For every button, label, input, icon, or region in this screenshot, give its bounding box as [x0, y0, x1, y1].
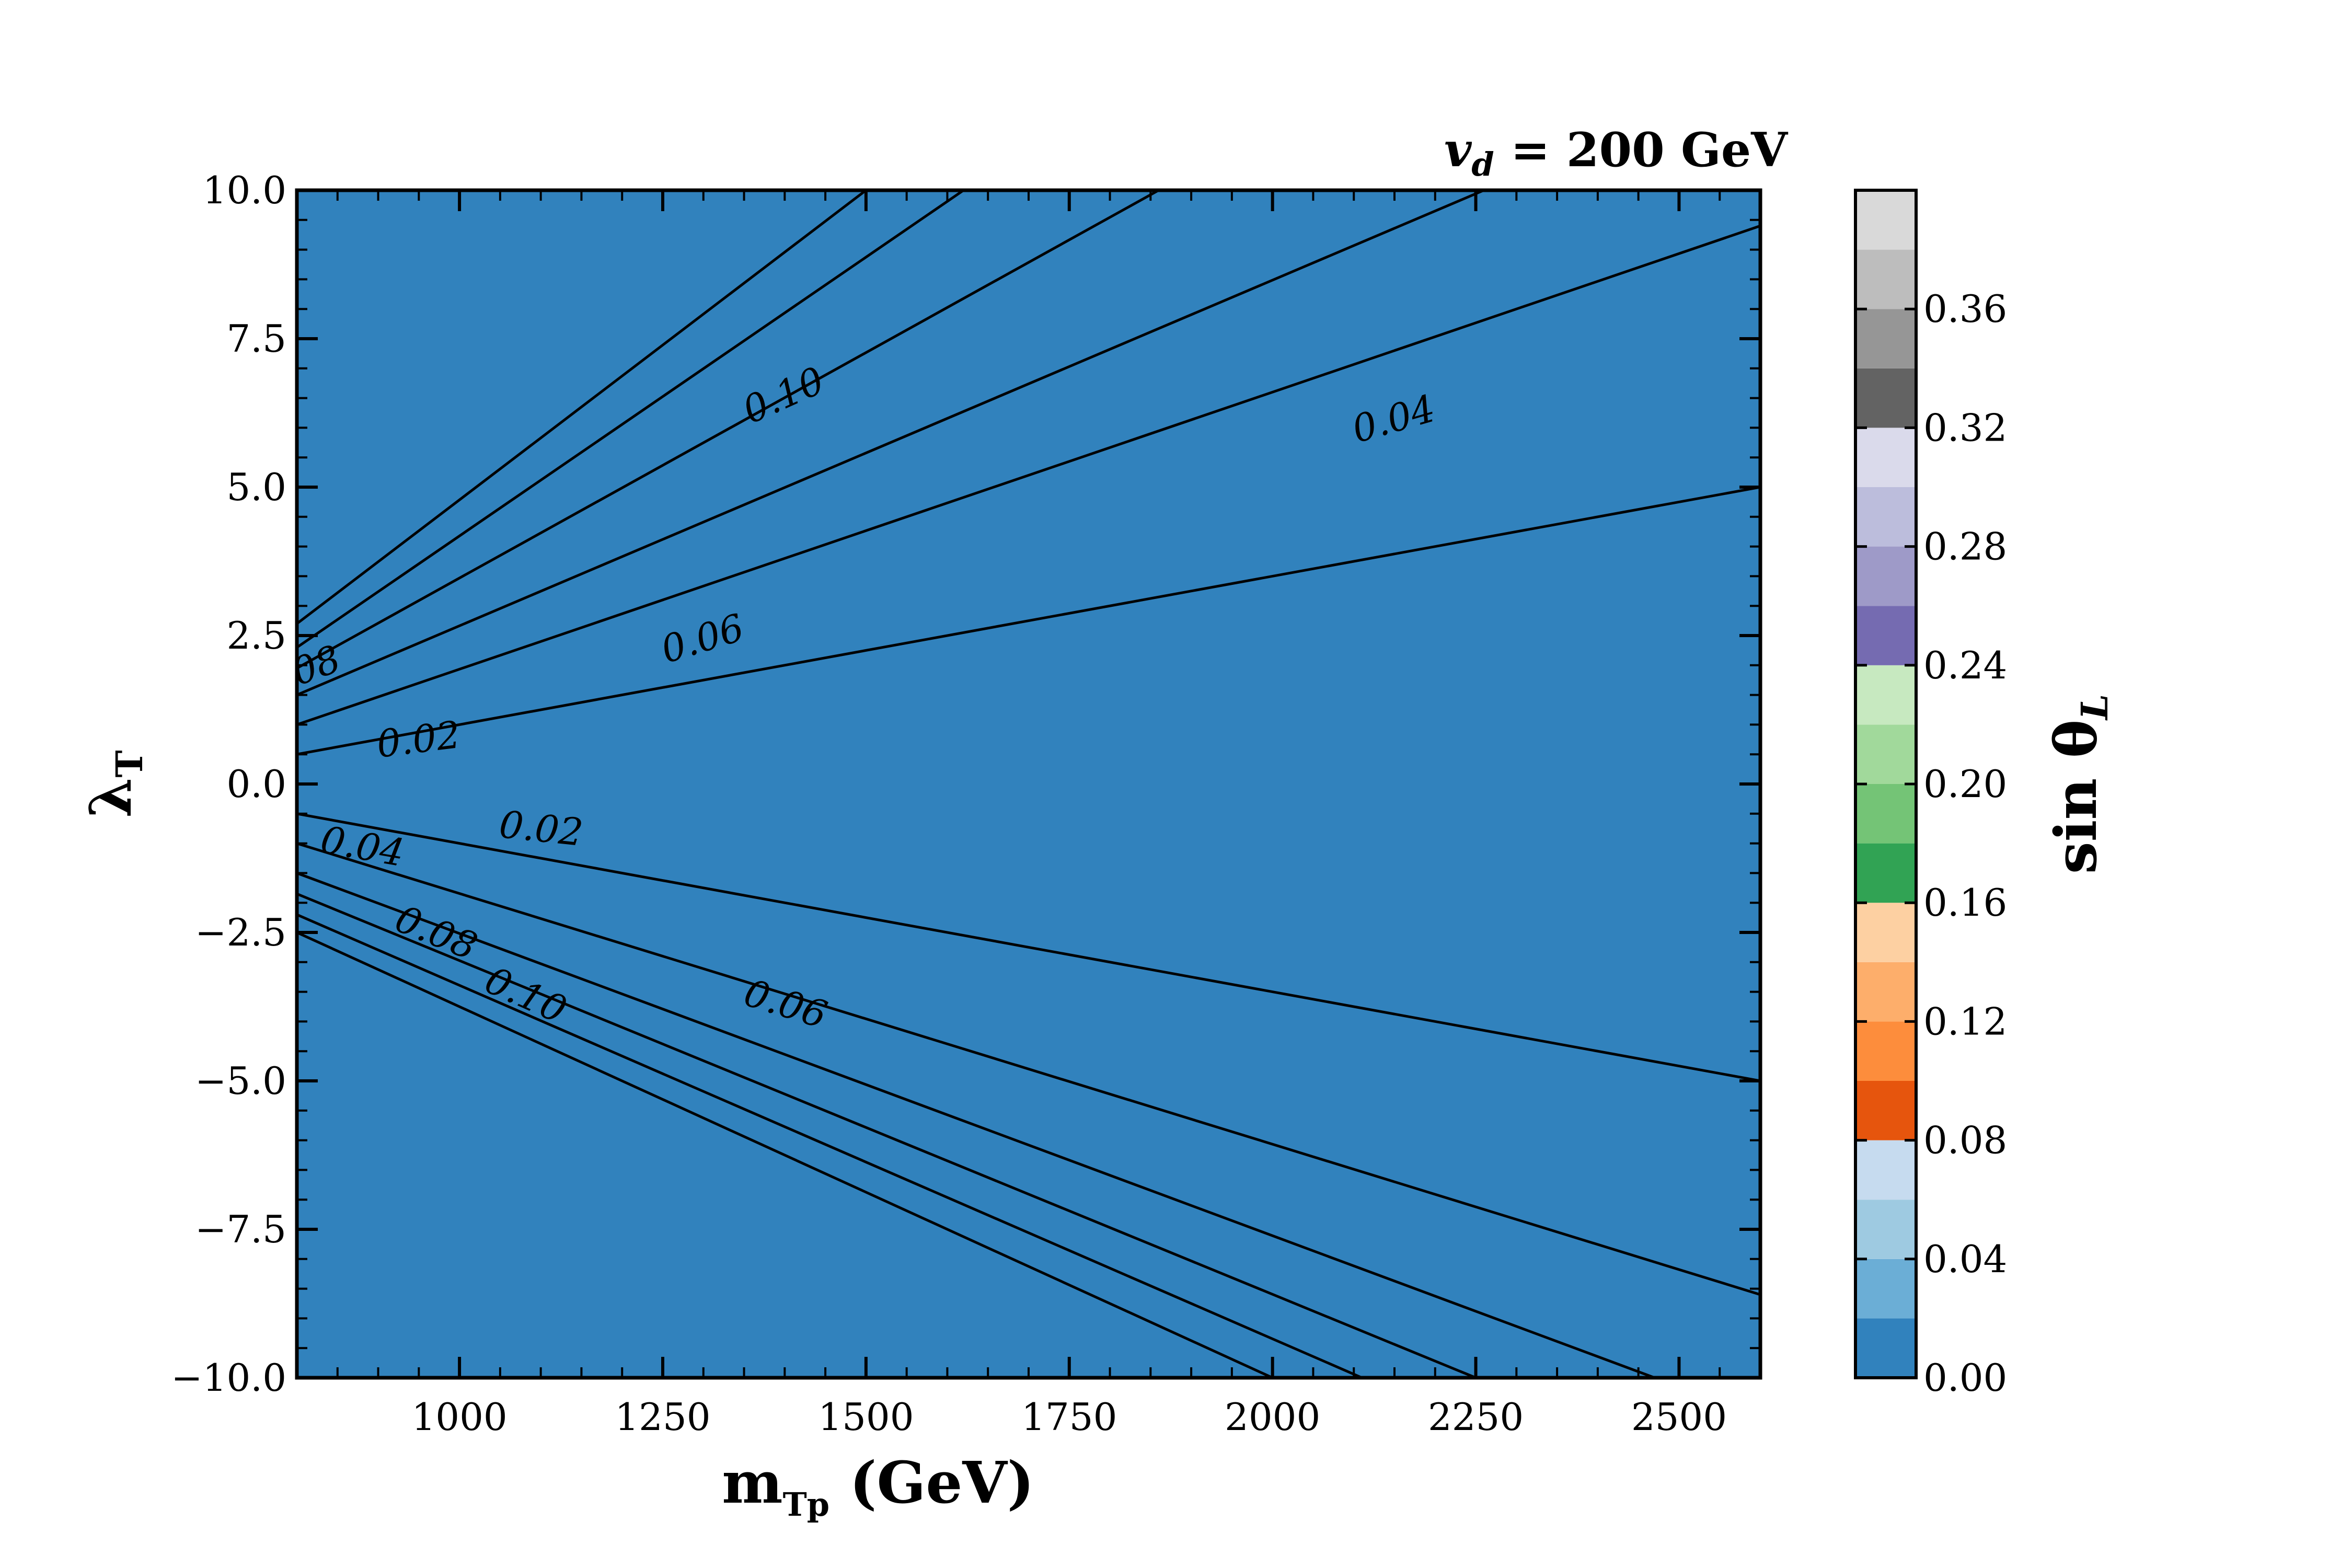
y-tick-label: 5.0 [226, 465, 286, 509]
contour-line-upper-0.08 [297, 190, 1160, 670]
band-base [297, 190, 1760, 1378]
x-tick-label: 2000 [1225, 1395, 1320, 1439]
colorbar-tick-label: 0.00 [1923, 1356, 2007, 1400]
contour-line-lower-0.08 [297, 892, 1477, 1378]
contour-line-lower-0.12 [297, 931, 1273, 1378]
colorbar-swatch-0.14 [1855, 903, 1916, 962]
colorbar-swatch-0.00 [1855, 1318, 1916, 1378]
colorbar-swatch-0.32 [1855, 368, 1916, 428]
colorbar-swatch-0.08 [1855, 1081, 1916, 1140]
colorbar-swatch-0.10 [1855, 1021, 1916, 1081]
colorbar-swatch-0.16 [1855, 843, 1916, 903]
x-tick-label: 1250 [615, 1395, 710, 1439]
contour-line-upper-0.10 [297, 190, 964, 649]
colorbar [1855, 190, 1916, 1378]
colorbar-swatch-0.18 [1855, 784, 1916, 844]
colorbar-tick-label: 0.36 [1923, 287, 2007, 331]
contour-label-text: 0.02 [374, 712, 463, 766]
colorbar-tick-label: 0.20 [1923, 762, 2007, 806]
x-tick-label: 2250 [1428, 1395, 1524, 1439]
contour-line-lower-0.04 [297, 842, 1760, 1296]
colorbar-swatch-0.06 [1855, 1140, 1916, 1200]
colorbar-swatch-0.22 [1855, 665, 1916, 725]
contour-line-lower-0.06 [297, 872, 1655, 1378]
contour-label-group-5: 0.02 [497, 802, 585, 855]
colorbar-label: sin θL [2042, 694, 2116, 874]
contour-line-lower-0.10 [297, 913, 1363, 1378]
colorbar-ticks: 0.00 0.04 0.08 0.12 0.16 0.20 0.24 0.28 0.32 0.36 [1855, 287, 2007, 1400]
contour-label-text: 0.02 [497, 802, 585, 855]
colorbar-tick-label: 0.04 [1923, 1237, 2007, 1281]
contour-line-upper-0.12 [297, 190, 867, 625]
colorbar-swatch-0.34 [1855, 309, 1916, 368]
contour-lines [297, 190, 1760, 1378]
y-axis-ticks: −10.0 −7.5 −5.0 −2.5 0.0 2.5 5.0 7.5 10.0 [171, 168, 1760, 1400]
colorbar-tick-label: 0.08 [1923, 1119, 2007, 1162]
x-axis-label: mTp (GeV) [722, 1449, 1034, 1524]
colorbar-swatch-0.04 [1855, 1200, 1916, 1259]
chart-title: vd = 200 GeV [1444, 122, 1789, 183]
y-tick-label: 0.0 [226, 762, 286, 806]
y-tick-label: −5.0 [195, 1059, 286, 1103]
y-tick-label: −7.5 [195, 1207, 286, 1251]
colorbar-swatch-0.02 [1855, 1259, 1916, 1319]
colorbar-swatch-0.36 [1855, 249, 1916, 309]
y-tick-label: 2.5 [226, 614, 286, 658]
colorbar-tick-label: 0.12 [1923, 999, 2007, 1043]
colorbar-tick-label: 0.28 [1923, 525, 2007, 569]
plot-fill-bands [297, 190, 1760, 1378]
contour-line-upper-0.02 [297, 486, 1760, 756]
colorbar-tick-label: 0.16 [1923, 881, 2007, 925]
colorbar-swatch-0.24 [1855, 606, 1916, 665]
x-tick-label: 2500 [1631, 1395, 1727, 1439]
y-axis-label: λT [77, 750, 151, 817]
contour-line-lower-0.02 [297, 812, 1760, 1082]
x-tick-label: 1500 [818, 1395, 914, 1439]
y-tick-label: −2.5 [195, 910, 286, 954]
x-tick-label: 1000 [411, 1395, 507, 1439]
y-tick-label: 7.5 [226, 317, 286, 361]
y-tick-label: −10.0 [171, 1356, 286, 1400]
colorbar-tick-label: 0.24 [1923, 643, 2007, 687]
x-axis-ticks: 1000 1250 1500 1750 2000 2250 2500 [336, 190, 1761, 1439]
x-tick-label: 1750 [1021, 1395, 1117, 1439]
y-tick-label: 10.0 [203, 168, 286, 212]
colorbar-swatch-0.28 [1855, 487, 1916, 547]
contour-line-upper-0.06 [297, 190, 1485, 696]
contour-line-upper-0.04 [297, 224, 1760, 726]
colorbar-swatch-0.12 [1855, 962, 1916, 1022]
colorbar-swatch-0.20 [1855, 724, 1916, 784]
colorbar-swatch-0.38 [1855, 190, 1916, 250]
colorbar-tick-label: 0.32 [1923, 406, 2007, 449]
colorbar-swatch-0.30 [1855, 428, 1916, 487]
colorbar-swatch-0.26 [1855, 546, 1916, 606]
contour-label-group-4: 0.02 [374, 712, 463, 766]
